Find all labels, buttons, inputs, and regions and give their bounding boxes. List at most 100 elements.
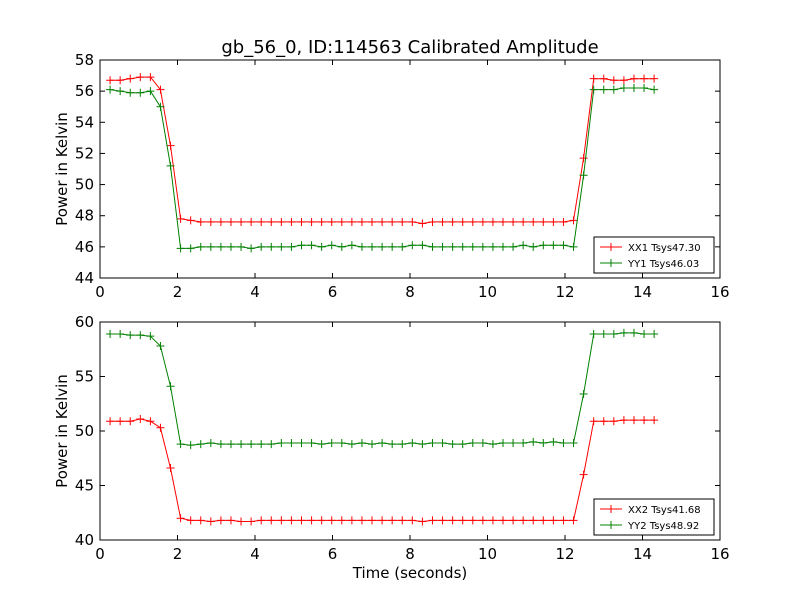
x-tick-label: 4: [250, 545, 260, 563]
data-point: [458, 440, 467, 449]
data-point: [418, 440, 427, 449]
data-point: [589, 74, 598, 83]
data-point: [640, 416, 649, 425]
data-point: [156, 102, 165, 111]
y-tick-label: 40: [75, 531, 94, 549]
data-point: [307, 438, 316, 447]
data-point: [368, 217, 377, 226]
legend-marker: [607, 521, 615, 529]
data-point: [317, 516, 326, 525]
data-point: [499, 516, 507, 525]
data-point: [247, 217, 256, 226]
data-point: [478, 438, 487, 447]
y-tick-label: 54: [75, 113, 94, 131]
data-point: [327, 438, 336, 447]
data-point: [126, 88, 135, 97]
data-point: [277, 217, 286, 226]
data-point: [569, 516, 578, 525]
data-point: [226, 217, 235, 226]
data-point: [609, 329, 618, 338]
data-point: [368, 440, 377, 449]
data-point: [106, 76, 115, 85]
data-point: [599, 85, 608, 94]
y-tick-label: 46: [75, 238, 94, 256]
data-point: [579, 470, 588, 479]
legend-entry: YY1 Tsys46.03: [627, 259, 699, 270]
x-tick-label: 2: [173, 545, 183, 563]
data-point: [398, 242, 407, 251]
data-point: [368, 242, 377, 251]
data-point: [388, 440, 397, 449]
data-point: [337, 217, 346, 226]
data-point: [317, 217, 326, 226]
data-point: [206, 517, 215, 526]
data-point: [579, 171, 588, 180]
data-point: [357, 242, 366, 251]
data-point: [196, 440, 205, 449]
data-point: [337, 516, 346, 525]
data-point: [327, 241, 336, 250]
legend: XX1 Tsys47.30 YY1 Tsys46.03: [593, 236, 715, 274]
data-point: [468, 516, 477, 525]
data-point: [599, 74, 608, 83]
data-point: [458, 242, 467, 251]
data-point: [509, 438, 518, 447]
data-point: [509, 516, 518, 525]
data-point: [448, 516, 457, 525]
data-point: [388, 242, 397, 251]
x-axis-label: Time (seconds): [352, 564, 468, 582]
series-1: [106, 415, 659, 526]
y-tick-label: 55: [75, 368, 94, 386]
data-point: [549, 437, 558, 446]
data-point: [196, 242, 205, 251]
data-point: [176, 214, 185, 223]
data-point: [327, 217, 336, 226]
data-point: [398, 440, 407, 449]
data-point: [499, 242, 507, 251]
data-point: [398, 516, 407, 525]
data-point: [126, 331, 135, 340]
x-tick-label: 14: [633, 545, 652, 563]
data-point: [448, 217, 457, 226]
data-point: [619, 76, 628, 85]
data-point: [549, 217, 558, 226]
data-point: [539, 217, 548, 226]
data-point: [307, 516, 316, 525]
data-point: [499, 217, 507, 226]
data-point: [357, 516, 366, 525]
data-point: [156, 341, 165, 350]
data-point: [408, 438, 417, 447]
data-point: [539, 438, 548, 447]
x-tick-label: 8: [405, 283, 415, 301]
data-point: [599, 417, 608, 426]
data-point: [438, 217, 447, 226]
data-point: [257, 516, 266, 525]
data-point: [237, 517, 246, 526]
legend-entry: YY2 Tsys48.92: [627, 521, 699, 532]
data-point: [347, 516, 356, 525]
data-point: [478, 242, 487, 251]
data-point: [549, 241, 558, 250]
data-point: [327, 516, 336, 525]
data-point: [609, 85, 618, 94]
data-point: [378, 516, 387, 525]
data-point: [559, 438, 568, 447]
data-point: [287, 516, 296, 525]
data-point: [136, 88, 145, 97]
series-2: [106, 84, 659, 253]
legend-marker: [607, 243, 615, 251]
data-point: [216, 440, 225, 449]
data-point: [136, 73, 145, 82]
x-tick-label: 16: [710, 545, 729, 563]
data-point: [398, 217, 407, 226]
data-point: [257, 217, 266, 226]
data-point: [206, 242, 215, 251]
data-point: [257, 440, 266, 449]
x-tick-label: 6: [328, 283, 338, 301]
data-point: [156, 85, 165, 94]
data-point: [650, 329, 659, 338]
data-point: [196, 516, 205, 525]
data-point: [216, 217, 225, 226]
data-point: [237, 440, 246, 449]
